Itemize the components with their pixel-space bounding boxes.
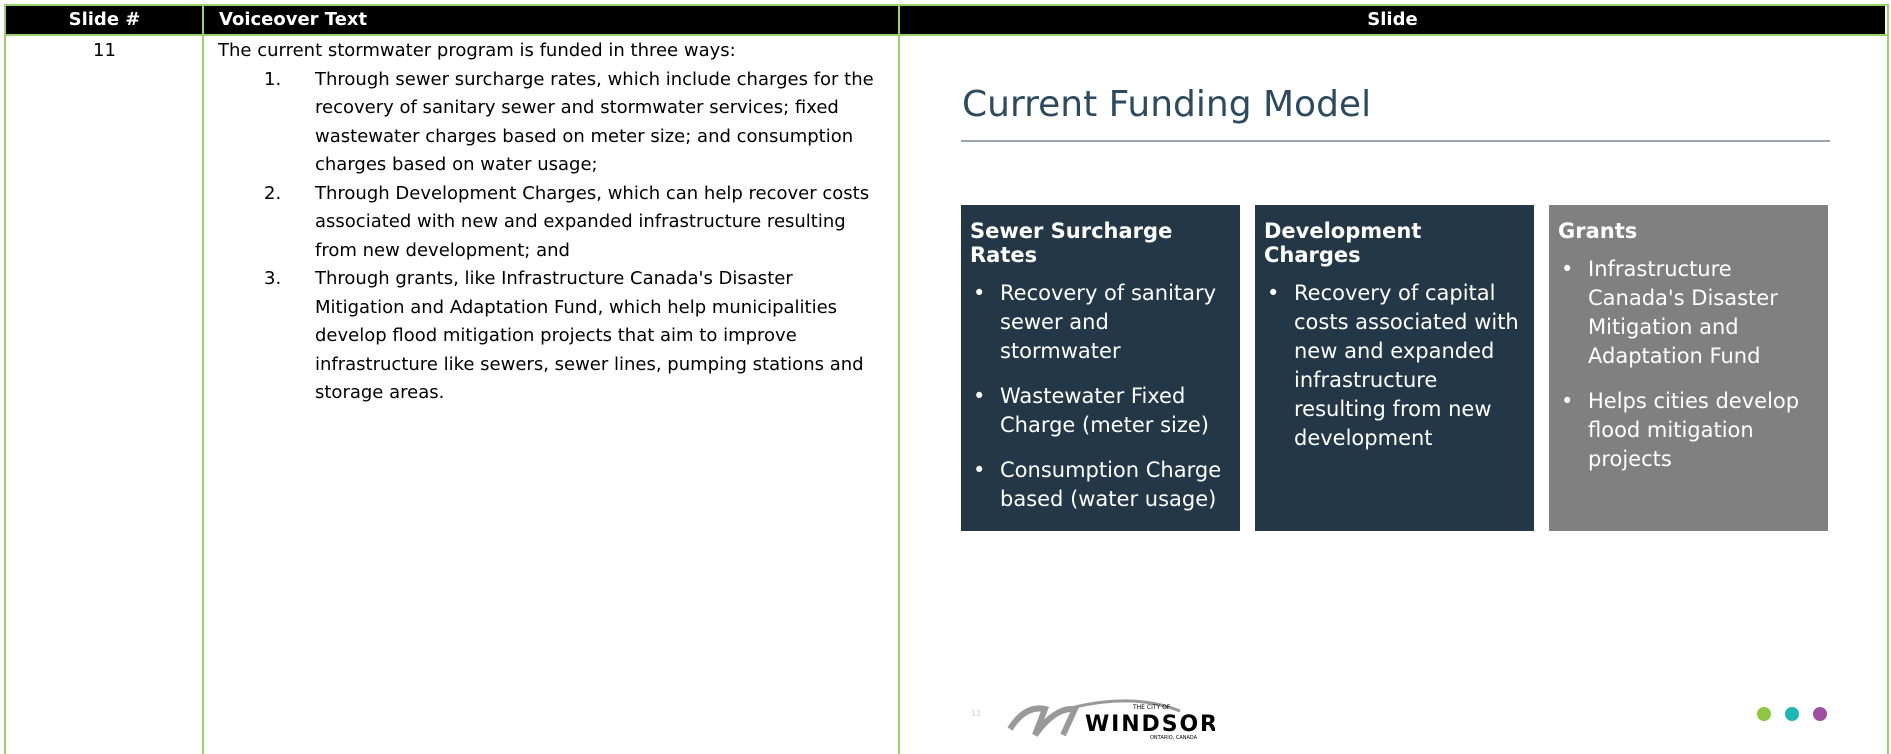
bullet: Infrastructure Canada's Disaster Mitigat… [1558, 255, 1819, 371]
bullet: Recovery of capital costs associated wit… [1264, 279, 1525, 453]
item-number: 2. [264, 182, 282, 204]
title-rule [961, 140, 1830, 142]
logo-name: WINDSOR [1085, 712, 1215, 737]
list-item: 3. Through grants, like Infrastructure Ca… [218, 265, 898, 408]
list-item: 1. Through sewer surcharge rates, which i… [218, 66, 898, 180]
logo-arc [1074, 699, 1181, 713]
page-number: 11 [971, 709, 982, 718]
item-text: Through grants, like Infrastructure Cana… [315, 268, 864, 403]
bullet-list: Recovery of capital costs associated wit… [1264, 279, 1525, 453]
funding-box: Sewer Surcharge Rates Recovery of sanitar… [961, 205, 1240, 531]
column-header: Slide [900, 6, 1885, 34]
bullet: Recovery of sanitary sewer and stormwate… [970, 279, 1231, 366]
box-heading: Development Charges [1264, 219, 1422, 267]
border [4, 4, 1889, 6]
bullet: Wastewater Fixed Charge (meter size) [970, 382, 1231, 440]
bullet: Consumption Charge based (water usage) [970, 456, 1231, 514]
item-number: 3. [264, 268, 282, 289]
funding-box: Grants Infrastructure Canada's Disaster M… [1549, 205, 1828, 531]
box-heading: Sewer Surcharge Rates [970, 219, 1173, 267]
border [1887, 4, 1889, 754]
dot [1757, 707, 1771, 721]
border [4, 4, 6, 754]
logo: THE CITY OF WINDSOR ONTARIO, CANADA [1007, 699, 1215, 741]
intro: The current stormwater program is funded… [218, 40, 736, 61]
border [202, 4, 204, 754]
voiceover: The current stormwater program is funded… [218, 37, 898, 408]
slide-number: 11 [93, 40, 116, 61]
column-header: Slide # [6, 6, 203, 34]
funding-box: Development Charges Recovery of capital c… [1255, 205, 1534, 531]
logo-bottom: ONTARIO, CANADA [1150, 735, 1198, 741]
slide-title: Current Funding Model [962, 84, 1372, 125]
item-text: Through Development Charges, which can h… [315, 182, 870, 261]
item-text: Through sewer surcharge rates, which inc… [315, 68, 874, 176]
border [4, 34, 1889, 36]
bullet-list: Infrastructure Canada's Disaster Mitigat… [1558, 255, 1819, 474]
bullet-list: Recovery of sanitary sewer and stormwate… [970, 279, 1231, 514]
logo-top: THE CITY OF [1132, 704, 1171, 711]
column-header: Voiceover Text [203, 6, 900, 34]
item-number: 1. [264, 68, 282, 90]
logo-swoosh [1007, 705, 1080, 737]
border [898, 4, 900, 754]
bullet: Helps cities develop flood mitigation pr… [1558, 387, 1819, 474]
dot [1785, 707, 1799, 721]
list-item: 2. Through Development Charges, which can… [218, 180, 898, 266]
dot [1813, 707, 1827, 721]
box-heading: Grants [1558, 219, 1638, 243]
